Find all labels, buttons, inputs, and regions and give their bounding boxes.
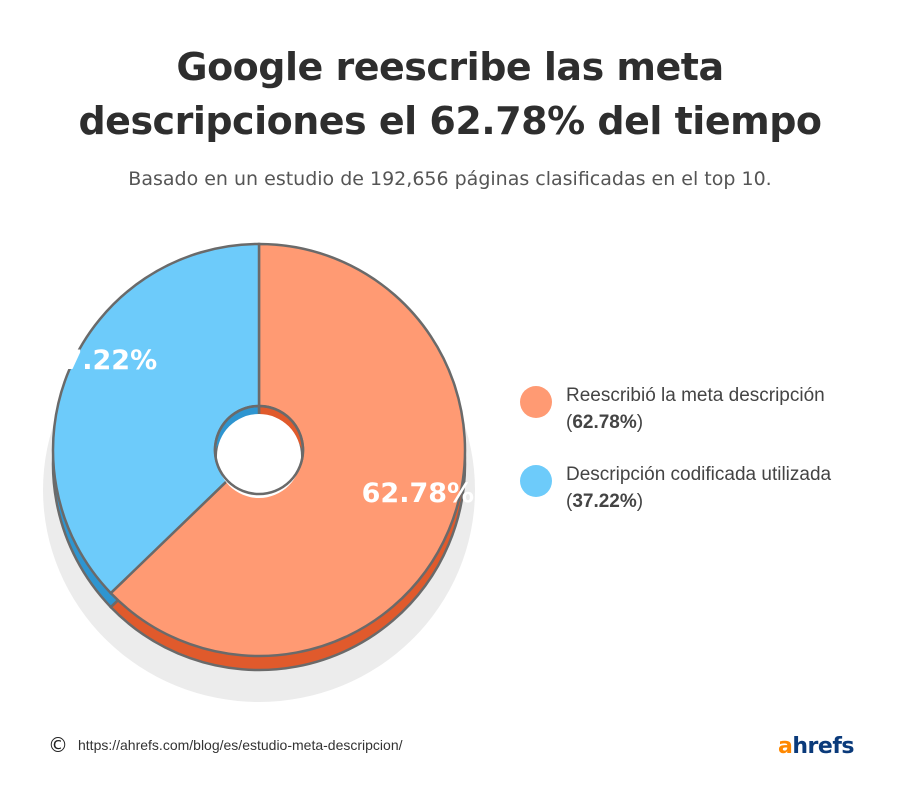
legend-value-rewritten: 62.78%	[572, 412, 637, 433]
legend-item-hardcoded: Descripción codificada utilizada (37.22%…	[520, 461, 831, 515]
logo-text-rest: hrefs	[792, 734, 854, 759]
legend-label-rewritten: Reescribió la meta descripción	[566, 385, 825, 406]
legend-swatch-hardcoded	[520, 465, 552, 497]
legend-value-hardcoded: 37.22%	[572, 491, 637, 512]
logo-letter-a: a	[778, 734, 793, 759]
legend-pct-rewritten: (62.78%)	[566, 412, 644, 433]
title-line-1: Google reescribe las meta	[176, 45, 724, 89]
legend: Reescribió la meta descripción (62.78%) …	[520, 382, 831, 540]
copyright-icon: ©	[48, 733, 68, 757]
title-line-2: descripciones el 62.78% del tiempo	[78, 99, 822, 143]
data-label-0: 62.78%	[362, 478, 474, 509]
chart-subtitle: Basado en un estudio de 192,656 páginas …	[128, 168, 772, 190]
donut-hole-inner	[217, 414, 301, 498]
chart-title: Google reescribe las meta descripciones …	[0, 40, 900, 148]
ahrefs-logo[interactable]: ahrefs	[778, 734, 854, 759]
legend-label-hardcoded: Descripción codificada utilizada	[566, 464, 832, 485]
legend-item-rewritten: Reescribió la meta descripción (62.78%)	[520, 382, 831, 436]
footer: © https://ahrefs.com/blog/es/estudio-met…	[48, 734, 858, 760]
legend-pct-hardcoded: (37.22%)	[566, 491, 644, 512]
donut-hole-edge	[213, 404, 305, 496]
legend-swatch-rewritten	[520, 386, 552, 418]
data-label-1: 37.22%	[45, 345, 157, 376]
source-url[interactable]: https://ahrefs.com/blog/es/estudio-meta-…	[78, 737, 403, 753]
